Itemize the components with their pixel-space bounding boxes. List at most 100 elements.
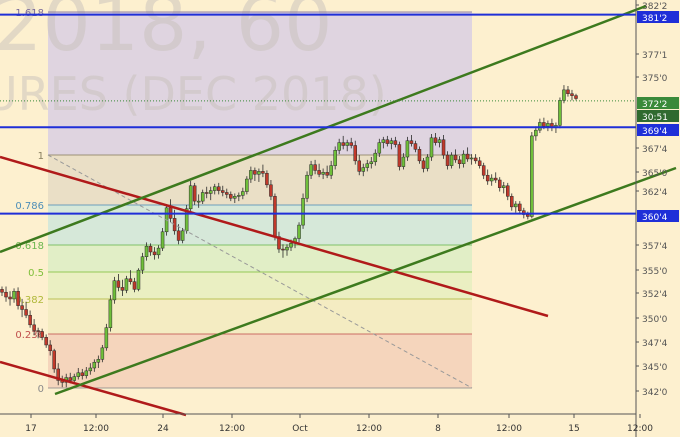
candle bbox=[325, 165, 329, 179]
fib-label-5: 0.382 bbox=[15, 295, 44, 306]
candle bbox=[16, 287, 20, 310]
fib-label-0: 1.618 bbox=[15, 8, 44, 19]
candle bbox=[32, 319, 36, 336]
candle bbox=[221, 185, 225, 197]
candle bbox=[574, 93, 578, 101]
candle bbox=[237, 192, 241, 202]
candle bbox=[52, 348, 56, 373]
x-tick-label: 12:00 bbox=[496, 424, 522, 434]
candle bbox=[562, 85, 566, 104]
candle bbox=[273, 193, 277, 241]
price-tag-360-4: 360'4 bbox=[642, 213, 668, 223]
candle bbox=[417, 146, 422, 164]
candle bbox=[132, 277, 137, 293]
price-tag-timer-bg bbox=[637, 110, 679, 122]
fib-label-3: 0.618 bbox=[15, 241, 44, 252]
x-tick-label: 24 bbox=[157, 424, 169, 434]
candle bbox=[357, 155, 361, 176]
candle bbox=[369, 157, 374, 169]
candle bbox=[497, 177, 502, 192]
candle bbox=[445, 151, 450, 170]
y-tick-label: 375'0 bbox=[642, 74, 668, 84]
candle bbox=[530, 132, 534, 219]
candle bbox=[441, 134, 446, 159]
fib-band-0 bbox=[48, 12, 472, 155]
candle bbox=[429, 133, 434, 161]
candle bbox=[421, 157, 426, 173]
candle bbox=[566, 86, 570, 97]
candle bbox=[377, 138, 382, 158]
candle bbox=[4, 286, 8, 302]
candle bbox=[313, 159, 317, 175]
candle bbox=[217, 182, 221, 195]
candle bbox=[28, 310, 32, 328]
fib-label-2: 0.786 bbox=[15, 201, 44, 212]
price-tag-381-2-bg bbox=[637, 11, 679, 23]
candle bbox=[176, 224, 181, 245]
candle bbox=[92, 359, 97, 372]
candle bbox=[233, 193, 237, 204]
candle bbox=[100, 344, 105, 363]
candle bbox=[345, 139, 349, 152]
fib-label-6: 0.236 bbox=[15, 330, 44, 341]
candle bbox=[301, 193, 305, 229]
candle bbox=[104, 323, 109, 351]
candle bbox=[510, 193, 514, 211]
candle bbox=[8, 291, 12, 306]
candle bbox=[56, 363, 60, 386]
candle bbox=[188, 180, 193, 214]
candle bbox=[96, 355, 101, 368]
candle bbox=[401, 153, 406, 170]
candle bbox=[489, 174, 494, 186]
candle bbox=[449, 152, 454, 169]
candle bbox=[84, 367, 89, 379]
y-tick-label: 352'4 bbox=[642, 290, 668, 300]
candle bbox=[473, 154, 478, 164]
price-tag-369-4-bg bbox=[637, 124, 679, 136]
candle bbox=[305, 171, 309, 203]
candle bbox=[192, 182, 197, 205]
candle bbox=[485, 169, 490, 185]
candle bbox=[397, 141, 402, 171]
fib-label-4: 0.5 bbox=[28, 268, 44, 279]
candle bbox=[477, 157, 482, 169]
candle bbox=[108, 295, 113, 332]
y-tick-label: 342'0 bbox=[642, 388, 668, 398]
price-tag-current: 372'2 bbox=[642, 100, 667, 110]
candle bbox=[12, 288, 16, 303]
candle bbox=[297, 222, 301, 243]
y-tick-label: 350'0 bbox=[642, 315, 668, 325]
candle bbox=[349, 137, 353, 149]
candle bbox=[265, 170, 269, 188]
candle bbox=[341, 135, 345, 150]
y-tick-label: 365'0 bbox=[642, 169, 668, 179]
candle bbox=[208, 186, 213, 201]
candle bbox=[389, 137, 394, 150]
candle bbox=[465, 147, 470, 162]
candle bbox=[506, 182, 510, 201]
candle bbox=[329, 160, 333, 180]
candle bbox=[518, 201, 522, 215]
fib-band-2 bbox=[48, 205, 472, 245]
y-tick-label: 347'4 bbox=[642, 339, 668, 349]
candle bbox=[353, 140, 357, 165]
fib-band-3 bbox=[48, 245, 472, 272]
candle bbox=[48, 340, 52, 356]
x-tick-label: 15 bbox=[568, 424, 579, 434]
candle bbox=[225, 188, 229, 199]
candle bbox=[156, 245, 161, 259]
candle bbox=[160, 227, 165, 251]
candle bbox=[257, 168, 261, 182]
fib-label-1: 1 bbox=[38, 151, 44, 162]
candle bbox=[361, 163, 366, 177]
candle bbox=[128, 270, 133, 285]
candle bbox=[309, 160, 313, 180]
candle bbox=[281, 244, 285, 258]
candle bbox=[144, 242, 149, 261]
fib-dashed-diagonal bbox=[47, 154, 473, 389]
fib-band-1 bbox=[48, 155, 472, 205]
green-channel-upper bbox=[0, 4, 647, 254]
price-tag-369-4: 369'4 bbox=[642, 127, 668, 137]
y-tick-label: 357'4 bbox=[642, 242, 668, 252]
